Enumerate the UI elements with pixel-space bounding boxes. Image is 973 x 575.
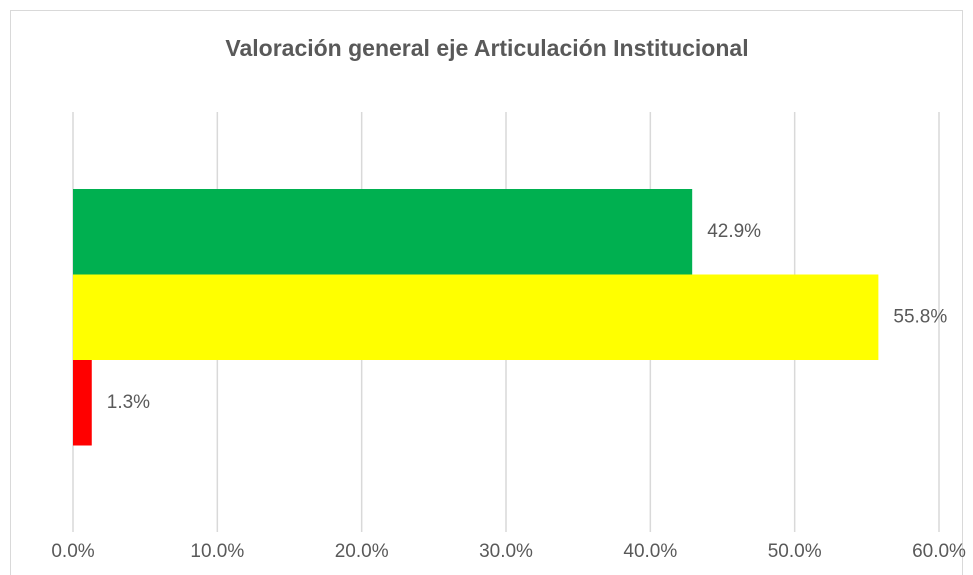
- x-tick-label: 60.0%: [912, 541, 966, 562]
- chart-title: Valoración general eje Articulación Inst…: [225, 35, 748, 61]
- x-tick-label: 10.0%: [190, 541, 244, 562]
- x-tick-label: 0.0%: [51, 541, 94, 562]
- x-tick-label: 20.0%: [335, 541, 389, 562]
- bar: [73, 360, 92, 446]
- bar: [73, 274, 879, 360]
- x-tick-label: 30.0%: [479, 541, 533, 562]
- data-label: 42.9%: [707, 221, 761, 242]
- bar: [73, 189, 693, 275]
- data-label: 1.3%: [107, 392, 150, 413]
- data-label: 55.8%: [893, 306, 947, 327]
- x-tick-label: 50.0%: [768, 541, 822, 562]
- x-tick-label: 40.0%: [623, 541, 677, 562]
